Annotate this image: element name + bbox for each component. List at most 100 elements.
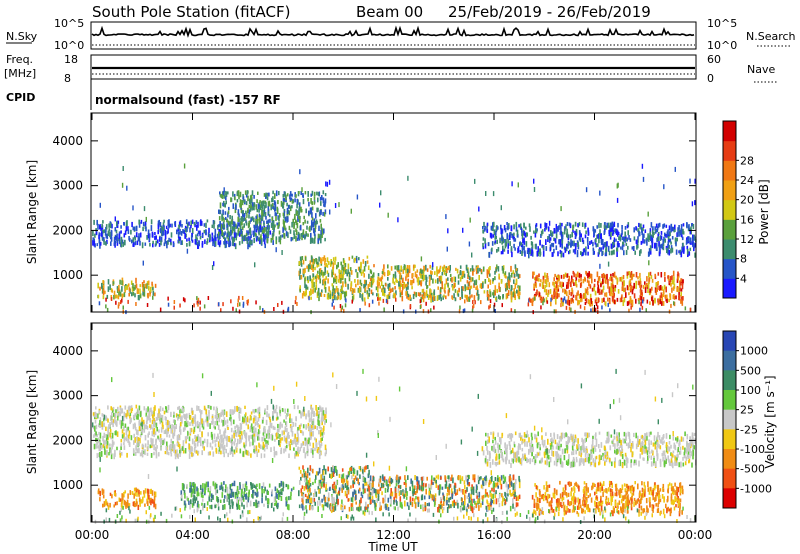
range-cell bbox=[199, 230, 201, 236]
range-cell bbox=[545, 246, 548, 251]
range-cell bbox=[392, 277, 394, 284]
range-cell bbox=[243, 199, 246, 203]
range-cell bbox=[170, 428, 172, 434]
range-cell bbox=[324, 452, 327, 457]
range-cell bbox=[255, 215, 257, 220]
range-cell bbox=[611, 278, 614, 285]
range-cell bbox=[126, 284, 129, 290]
velocity-data-marks bbox=[92, 368, 697, 525]
range-cell bbox=[660, 292, 663, 298]
range-cell bbox=[99, 445, 101, 452]
range-cell bbox=[654, 273, 656, 278]
range-cell bbox=[506, 226, 509, 230]
range-cell bbox=[554, 273, 556, 278]
range-cell bbox=[287, 210, 290, 214]
range-cell bbox=[127, 229, 130, 234]
range-cell bbox=[562, 301, 564, 307]
range-cell bbox=[357, 279, 359, 286]
range-cell bbox=[309, 260, 312, 265]
range-cell bbox=[399, 272, 402, 279]
range-cell bbox=[482, 266, 485, 272]
range-cell bbox=[431, 271, 433, 275]
range-cell bbox=[535, 292, 537, 297]
range-cell bbox=[226, 223, 228, 228]
range-cell bbox=[248, 209, 250, 215]
range-cell bbox=[453, 276, 455, 282]
range-cell bbox=[231, 437, 233, 443]
range-cell bbox=[277, 416, 279, 420]
range-cell bbox=[291, 440, 294, 446]
range-cell bbox=[342, 273, 344, 279]
range-cell bbox=[232, 223, 235, 229]
range-cell bbox=[306, 286, 309, 290]
range-cell bbox=[139, 434, 142, 438]
range-cell bbox=[174, 426, 176, 432]
range-cell bbox=[319, 278, 321, 284]
range-cell bbox=[113, 441, 115, 445]
range-cell bbox=[107, 432, 110, 438]
range-cell bbox=[307, 266, 310, 272]
range-cell bbox=[92, 230, 94, 237]
range-cell bbox=[288, 441, 290, 447]
range-cell bbox=[575, 243, 577, 247]
range-cell bbox=[554, 238, 556, 242]
range-cell bbox=[325, 419, 327, 423]
range-cell bbox=[626, 285, 629, 291]
range-cell bbox=[296, 237, 299, 241]
speckle-cell bbox=[295, 295, 297, 300]
range-cell bbox=[283, 214, 285, 219]
range-cell bbox=[659, 295, 662, 301]
range-cell bbox=[487, 270, 490, 275]
range-cell bbox=[153, 495, 156, 501]
scatter-cell bbox=[350, 208, 352, 214]
range-cell bbox=[167, 419, 169, 426]
range-cell bbox=[204, 492, 206, 496]
range-cell bbox=[275, 236, 278, 240]
range-cell bbox=[667, 248, 669, 255]
range-cell bbox=[578, 237, 581, 241]
range-cell bbox=[488, 277, 490, 283]
scatter-cell bbox=[234, 233, 236, 238]
range-cell bbox=[114, 294, 117, 299]
range-cell bbox=[557, 226, 559, 232]
colorbar-segment bbox=[723, 258, 736, 279]
range-cell bbox=[241, 494, 243, 501]
range-cell bbox=[556, 279, 559, 284]
scatter-cell bbox=[380, 190, 382, 196]
range-cell bbox=[128, 407, 131, 412]
range-cell bbox=[160, 446, 162, 451]
range-cell bbox=[222, 202, 224, 207]
range-cell bbox=[241, 226, 244, 231]
range-cell bbox=[316, 207, 318, 213]
range-cell bbox=[121, 500, 123, 504]
range-cell bbox=[179, 449, 181, 454]
range-cell bbox=[160, 417, 163, 423]
range-cell bbox=[257, 417, 260, 422]
range-cell bbox=[420, 283, 422, 287]
range-cell bbox=[423, 266, 426, 272]
range-cell bbox=[109, 428, 112, 434]
range-cell bbox=[302, 222, 305, 226]
range-cell bbox=[592, 247, 595, 251]
range-cell bbox=[222, 209, 224, 216]
range-cell bbox=[629, 281, 632, 287]
range-cell bbox=[244, 414, 246, 418]
speckle-cell bbox=[433, 305, 435, 310]
range-cell bbox=[214, 228, 217, 233]
range-cell bbox=[193, 494, 195, 499]
range-cell bbox=[559, 244, 562, 248]
range-cell bbox=[519, 285, 521, 292]
range-cell bbox=[213, 220, 216, 225]
range-cell bbox=[159, 417, 162, 423]
range-cell bbox=[555, 245, 558, 251]
range-cell bbox=[237, 503, 240, 509]
range-cell bbox=[540, 279, 542, 283]
range-cell bbox=[134, 451, 137, 456]
range-cell bbox=[624, 287, 626, 293]
speckle-cell bbox=[238, 295, 240, 300]
range-cell bbox=[642, 234, 644, 240]
speckle-cell bbox=[281, 300, 283, 305]
range-cell bbox=[264, 243, 266, 249]
range-cell bbox=[302, 424, 305, 429]
range-cell bbox=[199, 236, 202, 240]
